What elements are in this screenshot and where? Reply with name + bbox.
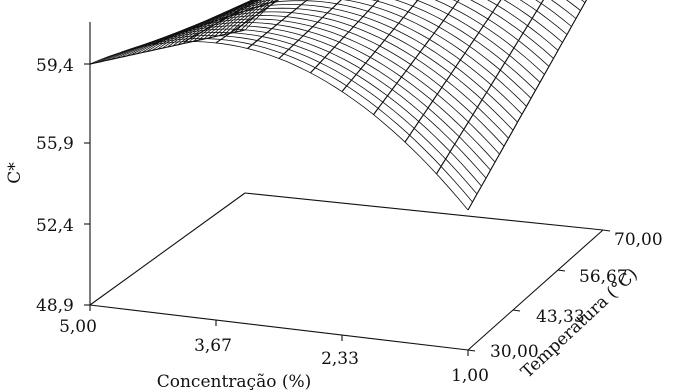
mesh-line-concentration bbox=[184, 0, 259, 43]
floor-edge-back-left bbox=[89, 192, 246, 306]
mesh-line-concentration bbox=[247, 0, 308, 49]
x-tick-label: 5,00 bbox=[59, 317, 97, 337]
x-tick-label: 1,00 bbox=[451, 366, 489, 386]
z-axis-title: C* bbox=[5, 162, 25, 184]
mesh-line-concentration bbox=[215, 0, 280, 44]
mesh-line-concentration bbox=[152, 0, 254, 46]
y-tick-mark bbox=[467, 349, 476, 352]
x-tick-label: 2,33 bbox=[321, 349, 359, 369]
y-tick-label: 56,67 bbox=[579, 267, 628, 287]
y-tick-label: 70,00 bbox=[614, 230, 663, 250]
x-axis-line bbox=[89, 304, 469, 351]
mesh-line-concentration bbox=[436, 0, 545, 175]
y-tick-mark bbox=[602, 229, 611, 232]
mesh-line-concentration bbox=[89, 29, 246, 65]
y-axis-line bbox=[467, 229, 604, 351]
x-tick-label: 3,67 bbox=[194, 336, 232, 356]
z-tick-label: 55,9 bbox=[36, 134, 74, 154]
mesh-line-concentration bbox=[121, 0, 275, 53]
y-tick-label: 30,00 bbox=[490, 342, 539, 362]
x-axis-title: Concentração (%) bbox=[157, 372, 312, 392]
mesh-line-concentration bbox=[341, 0, 419, 92]
z-tick-label: 59,4 bbox=[36, 56, 74, 76]
mesh-line-concentration bbox=[467, 0, 588, 211]
y-tick-mark bbox=[557, 269, 566, 272]
z-tick-label: 48,9 bbox=[36, 296, 74, 316]
mesh-line-concentration bbox=[310, 0, 380, 74]
mesh-line-concentration bbox=[278, 0, 342, 59]
mesh-line-concentration bbox=[404, 0, 502, 143]
y-tick-mark bbox=[512, 309, 521, 312]
axes bbox=[84, 22, 611, 356]
z-tick-label: 52,4 bbox=[36, 216, 74, 236]
surface-mesh bbox=[89, 0, 588, 211]
floor-edge-back bbox=[244, 192, 604, 231]
mesh-line-concentration bbox=[373, 0, 460, 115]
surface-fill bbox=[90, 0, 587, 210]
y-tick-label: 43,33 bbox=[536, 307, 585, 327]
floor-layer bbox=[89, 192, 604, 306]
